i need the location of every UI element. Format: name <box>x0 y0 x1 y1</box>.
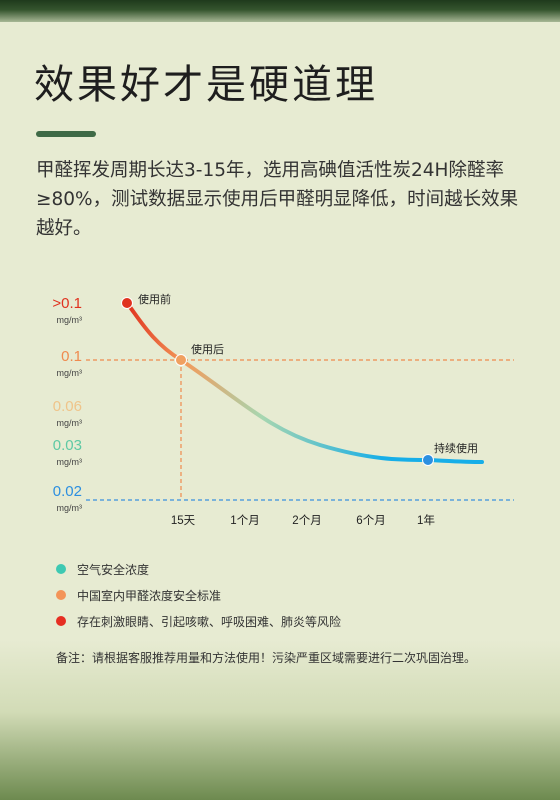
y-tick-label: 0.03 <box>53 437 82 454</box>
curve-marker <box>422 454 434 466</box>
y-tick-label: 0.02 <box>53 483 82 500</box>
chart-legend: 空气安全浓度 中国室内甲醛浓度安全标准 存在刺激眼睛、引起咳嗽、呼吸困难、肺炎等… <box>56 556 341 634</box>
legend-dot-icon <box>56 590 66 600</box>
legend-item: 存在刺激眼睛、引起咳嗽、呼吸困难、肺炎等风险 <box>56 608 341 634</box>
y-tick-unit: mg/m³ <box>57 418 83 428</box>
y-tick-label: 0.06 <box>53 398 82 415</box>
y-tick-unit: mg/m³ <box>57 457 83 467</box>
formaldehyde-chart: >0.1 mg/m³ 0.1 mg/m³ 0.06 mg/m³ 0.03 mg/m³ 0.02 m… <box>52 292 514 527</box>
page-title: 效果好才是硬道理 <box>34 62 378 108</box>
x-tick-label: 1个月 <box>230 514 259 527</box>
x-tick-label: 1年 <box>417 513 435 527</box>
y-tick-label: >0.1 <box>52 295 82 312</box>
legend-dot-icon <box>56 616 66 626</box>
y-tick-unit: mg/m³ <box>57 315 83 325</box>
legend-item: 中国室内甲醛浓度安全标准 <box>56 582 341 608</box>
y-tick-unit: mg/m³ <box>57 503 83 513</box>
x-tick-label: 6个月 <box>356 514 385 527</box>
top-background <box>0 0 560 22</box>
description-text: 甲醛挥发周期长达3-15年，选用高碘值活性炭24H除醛率≥80%，测试数据显示使… <box>36 160 519 239</box>
legend-label: 空气安全浓度 <box>77 562 150 577</box>
y-tick-label: 0.1 <box>61 348 82 365</box>
curve-annotation: 使用后 <box>191 343 224 356</box>
curve-annotation: 使用前 <box>138 292 171 306</box>
legend-label: 中国室内甲醛浓度安全标准 <box>77 588 222 603</box>
legend-item: 空气安全浓度 <box>56 556 341 582</box>
curve-marker <box>121 297 133 309</box>
bottom-background <box>0 640 560 800</box>
legend-label: 存在刺激眼睛、引起咳嗽、呼吸困难、肺炎等风险 <box>77 614 342 629</box>
y-tick-unit: mg/m³ <box>57 368 83 378</box>
legend-dot-icon <box>56 564 66 574</box>
x-tick-label: 2个月 <box>292 514 321 527</box>
concentration-curve <box>125 301 484 464</box>
title-underline <box>36 131 96 137</box>
curve-annotation: 持续使用 <box>434 441 478 455</box>
footer-note: 备注：请根据客服推荐用量和方法使用！污染严重区域需要进行二次巩固治理。 <box>56 651 477 665</box>
x-tick-label: 15天 <box>171 515 196 527</box>
curve-marker <box>175 354 187 366</box>
